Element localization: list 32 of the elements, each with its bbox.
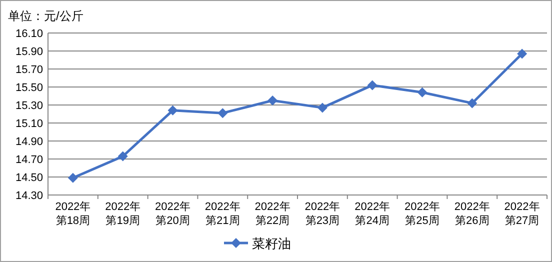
x-tick-label: 2022年第21周 [204, 201, 240, 227]
x-tick-label: 2022年第18周 [55, 201, 91, 227]
y-tick-label: 15.90 [15, 46, 43, 58]
x-tick-label: 2022年第19周 [105, 201, 141, 227]
y-tick-label: 14.70 [15, 154, 43, 166]
point [417, 87, 428, 98]
x-tick-label: 2022年第27周 [504, 201, 540, 227]
y-tick-label: 14.90 [15, 136, 43, 148]
y-tick-label: 15.30 [15, 100, 43, 112]
point [367, 80, 378, 90]
y-axis-title: 单位：元/公斤 [8, 9, 84, 23]
x-tick-label: 2022年第23周 [304, 201, 340, 227]
point [168, 105, 178, 116]
y-tick-label: 14.30 [15, 190, 43, 202]
x-tick-label: 2022年第24周 [354, 201, 390, 227]
point [317, 102, 328, 113]
x-tick-label: 2022年第20周 [155, 201, 190, 227]
point [467, 98, 478, 108]
legend-label: 菜籽油 [252, 236, 291, 251]
x-tick-label: 2022年第22周 [254, 201, 290, 227]
point [517, 48, 528, 59]
y-tick-label: 15.70 [15, 64, 43, 76]
x-tick-label: 2022年第26周 [454, 201, 490, 227]
y-tick-label: 16.10 [15, 28, 43, 40]
point [68, 172, 78, 183]
y-tick-label: 14.50 [15, 172, 43, 184]
x-tick-label: 2022年第25周 [404, 201, 440, 227]
y-tick-label: 15.50 [15, 82, 43, 94]
point [218, 108, 228, 118]
y-tick-label: 15.10 [15, 118, 43, 130]
point [118, 151, 128, 162]
point [268, 96, 278, 106]
